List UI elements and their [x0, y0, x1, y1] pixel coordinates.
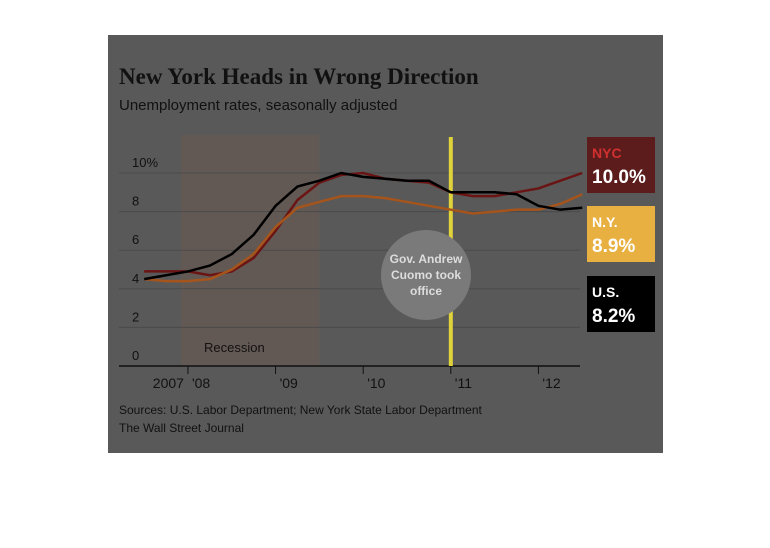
x-tick-label: '08: [192, 375, 210, 391]
y-tick-label: 8: [132, 194, 139, 209]
y-tick-label: 2: [132, 309, 139, 324]
value-label: 8.9%: [592, 236, 635, 257]
annotation-bubble: [381, 230, 471, 320]
legend-box: [587, 206, 655, 262]
annotation-text: office: [410, 284, 442, 298]
series-line: [143, 171, 583, 281]
legend-box: [587, 276, 655, 332]
y-tick-label: 6: [132, 232, 139, 247]
recession-label: Recession: [204, 340, 265, 355]
annotation-text: Gov. Andrew: [390, 252, 463, 266]
y-tick-label: 10%: [132, 155, 158, 170]
x-tick-label: '09: [280, 375, 298, 391]
y-tick-label: 0: [132, 348, 139, 363]
y-tick-label: 4: [132, 271, 139, 286]
x-tick-label: '11: [455, 375, 472, 391]
x-tick-label: '10: [367, 375, 385, 391]
x-tick-label: '12: [542, 375, 560, 391]
x-tick-label: 2007: [153, 375, 184, 391]
value-label: 8.2%: [592, 306, 635, 327]
series-line: [144, 193, 583, 283]
legend-box: [587, 137, 655, 193]
credit: The Wall Street Journal: [119, 421, 244, 435]
value-label: 10.0%: [592, 167, 646, 188]
annotation-text: Cuomo took: [391, 268, 461, 282]
sources: Sources: U.S. Labor Department; New York…: [119, 403, 483, 417]
legend-label: N.Y.: [592, 214, 618, 230]
chart-subtitle: Unemployment rates, seasonally adjusted: [119, 97, 397, 114]
legend-label: U.S.: [592, 284, 619, 300]
legend-label: NYC: [592, 145, 622, 161]
chart-title: New York Heads in Wrong Direction: [119, 64, 479, 89]
